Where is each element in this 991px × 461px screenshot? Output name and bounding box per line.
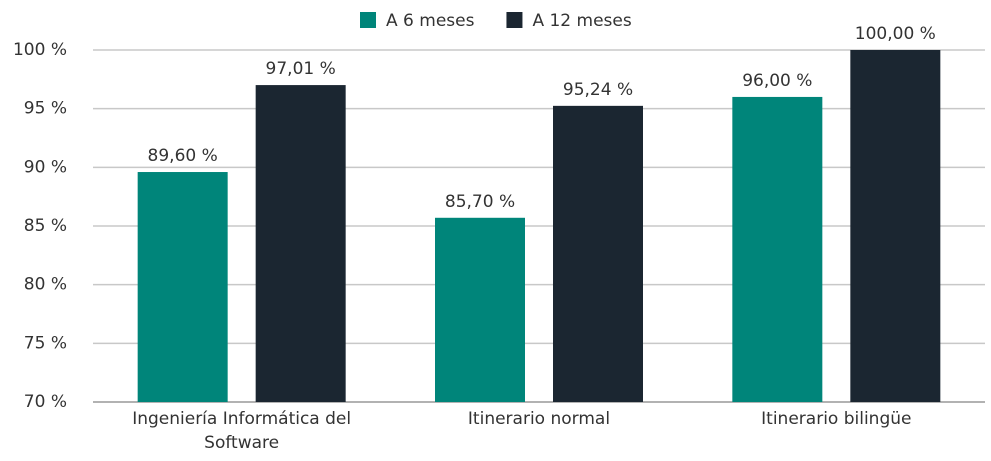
y-tick-label: 85 % bbox=[24, 216, 67, 236]
y-tick-label: 90 % bbox=[24, 157, 67, 177]
value-label: 85,70 % bbox=[445, 192, 515, 212]
bar bbox=[435, 217, 525, 402]
value-label: 96,00 % bbox=[742, 71, 812, 91]
y-tick-label: 75 % bbox=[24, 333, 67, 353]
x-tick-label: Ingeniería Informática del Software bbox=[132, 409, 352, 453]
value-label: 95,24 % bbox=[563, 80, 633, 100]
bar bbox=[732, 96, 823, 402]
legend-swatch bbox=[506, 12, 523, 28]
y-tick-label: 95 % bbox=[24, 99, 67, 119]
value-label: 97,01 % bbox=[266, 59, 336, 79]
bar bbox=[137, 172, 228, 402]
bar bbox=[553, 105, 643, 402]
legend-swatch bbox=[360, 12, 376, 28]
y-tick-label: 80 % bbox=[24, 275, 67, 295]
legend-label: A 12 meses bbox=[532, 11, 631, 31]
value-label: 100,00 % bbox=[855, 24, 936, 44]
x-tick-label: Itinerario bilingüe bbox=[761, 409, 912, 429]
x-tick-label: Itinerario normal bbox=[467, 409, 611, 429]
y-tick-label: 100 % bbox=[13, 40, 67, 60]
value-label: 89,60 % bbox=[148, 146, 218, 166]
bar bbox=[255, 85, 346, 402]
y-tick-label: 70 % bbox=[24, 392, 67, 412]
bar bbox=[850, 50, 941, 402]
legend-label: A 6 meses bbox=[386, 11, 475, 31]
